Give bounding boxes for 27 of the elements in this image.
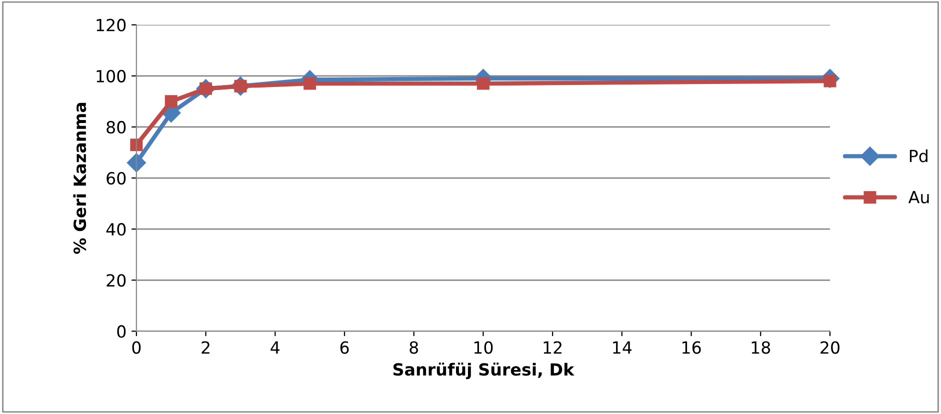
x-tick-label: 18: [752, 341, 770, 354]
x-tick-label: 10: [474, 341, 493, 354]
x-tick-label: 16: [682, 341, 701, 354]
x-tick-label: 8: [410, 341, 418, 354]
x-tick-label: 14: [613, 341, 632, 354]
x-tick-label: 0: [132, 341, 141, 354]
x-tick-label: 6: [340, 341, 349, 354]
y-tick-label: 0: [117, 325, 126, 338]
x-tick-label: 4: [270, 341, 280, 354]
point: [476, 77, 490, 90]
x-tick-label: 12: [544, 341, 562, 354]
x-tick-label: 2: [202, 341, 210, 354]
legend-label: Pd: [910, 149, 928, 162]
x-axis-title: Sanrüfüj Süresi, Dk: [393, 362, 574, 380]
y-tick-label: 120: [96, 18, 126, 32]
point: [304, 77, 316, 90]
point: [126, 153, 146, 172]
y-tick-label: 100: [96, 70, 126, 82]
point: [130, 138, 143, 152]
point: [164, 95, 178, 108]
y-tick-label: 40: [106, 223, 126, 236]
legend-label: Au: [908, 191, 929, 204]
y-tick-label: 20: [106, 274, 126, 287]
y-tick-label: 80: [106, 120, 126, 134]
y-tick-label: 60: [106, 172, 126, 185]
x-tick-label: 20: [820, 341, 840, 354]
y-axis-title: % Geri Kazanma: [73, 102, 86, 254]
